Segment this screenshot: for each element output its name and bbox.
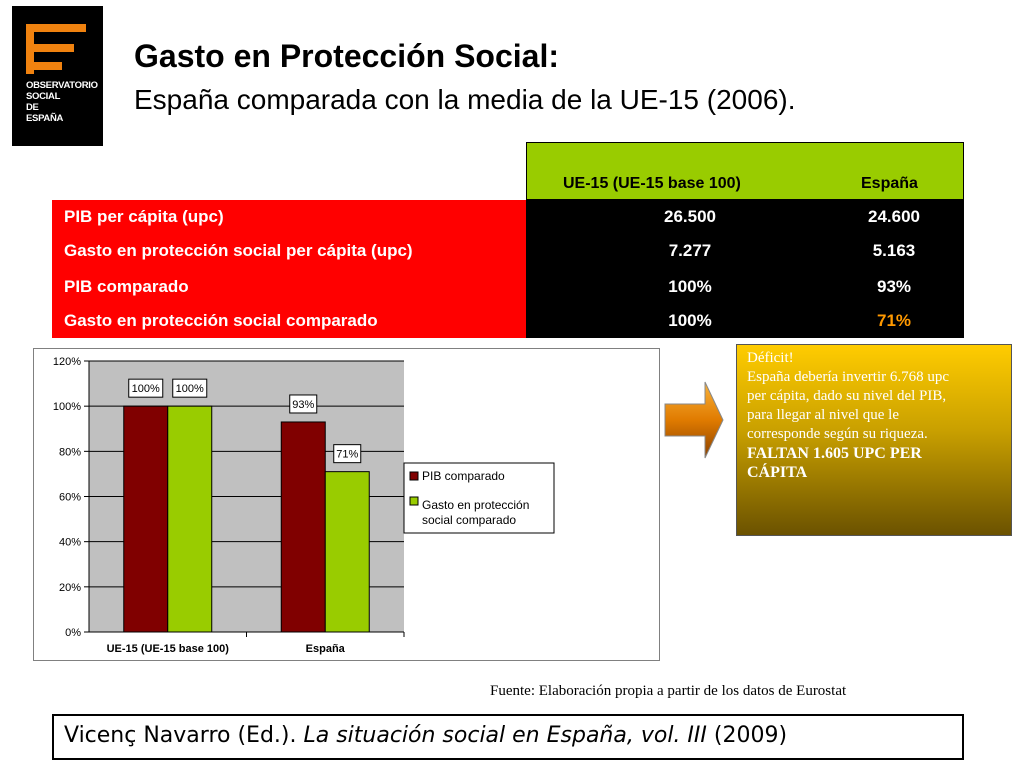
y-tick-label: 20%: [59, 582, 81, 594]
row-value-espana-highlight: 71%: [876, 311, 912, 330]
row-value-ue15: 7.277: [668, 241, 712, 260]
legend-label: social comparado: [422, 513, 516, 527]
header-ue15: UE-15 (UE-15 base 100): [563, 175, 741, 192]
data-label-box: [128, 378, 164, 398]
row-value-ue15: 100%: [668, 311, 712, 330]
citation-year: (2009): [706, 723, 788, 748]
citation-author: Vicenç Navarro (Ed.).: [64, 723, 304, 748]
x-tick-label: UE-15 (UE-15 base 100): [107, 643, 230, 655]
chart-svg: 0% 20% 40% 60% 80% 100% 120% 100% 100% UE-15 (UE-…: [53, 356, 555, 655]
citation-book: La situación social en España, vol. III: [303, 723, 707, 748]
legend-box: [403, 462, 555, 534]
data-label-box: [172, 378, 208, 398]
logo-bar-top: [26, 24, 86, 32]
right-arrow-icon: [664, 381, 724, 459]
citation: Vicenç Navarro (Ed.). La situación socia…: [52, 714, 964, 760]
table-header: UE-15 (UE-15 base 100) España: [526, 142, 964, 200]
bar: [167, 405, 213, 633]
row-label: Gasto en protección social per cápita (u…: [64, 241, 413, 260]
y-tick-label: 60%: [59, 492, 81, 504]
logo-bar-middle: [26, 44, 74, 52]
note-line: España debería invertir 6.768 upc: [747, 369, 950, 385]
row-label: PIB comparado: [64, 277, 189, 296]
data-label: 93%: [292, 399, 314, 411]
table-value-column: [526, 200, 964, 338]
legend-label: PIB comparado: [422, 469, 505, 483]
table-row: Gasto en protección social comparado 100…: [52, 304, 964, 338]
deficit-note: Déficit! España debería invertir 6.768 u…: [736, 344, 1012, 536]
bar: [280, 421, 326, 633]
bar: [324, 471, 370, 633]
row-label: Gasto en protección social comparado: [64, 311, 378, 330]
table-label-column: [52, 200, 526, 338]
page-subtitle: España comparada con la media de la UE-1…: [134, 84, 796, 115]
y-tick-label: 120%: [53, 356, 81, 368]
note-line: per cápita, dado su nivel del PIB,: [747, 388, 947, 404]
note-line: para llegar al nivel que le: [747, 407, 900, 423]
legend-label: Gasto en protección: [422, 498, 529, 512]
source-note: Fuente: Elaboración propia a partir de l…: [490, 683, 847, 699]
data-table: UE-15 (UE-15 base 100) España PIB per cá…: [52, 142, 964, 338]
note-bold-line: CÁPITA: [747, 464, 808, 481]
data-label-box: [289, 394, 318, 414]
data-label: 100%: [176, 383, 204, 395]
x-tick-label: España: [306, 643, 346, 655]
legend-swatch: [409, 471, 419, 481]
bar: [123, 405, 169, 633]
observatorio-logo: OBSERVATORIO SOCIAL DE ESPAÑA: [12, 6, 103, 146]
logo-bar-bottom: [26, 62, 62, 70]
data-label-box: [333, 444, 362, 464]
logo-text: OBSERVATORIO SOCIAL DE ESPAÑA: [26, 80, 98, 124]
y-tick-label: 40%: [59, 537, 81, 549]
row-value-ue15: 100%: [668, 277, 712, 296]
data-label: 100%: [132, 383, 160, 395]
bar-chart: 0% 20% 40% 60% 80% 100% 120% 100% 100% UE-15 (UE-…: [33, 348, 660, 661]
data-label: 71%: [336, 449, 358, 461]
y-tick-label: 100%: [53, 401, 81, 413]
note-line: Déficit!: [747, 350, 794, 366]
page-title: Gasto en Protección Social:: [134, 38, 559, 74]
y-tick-label: 0%: [65, 627, 81, 639]
y-tick-label: 80%: [59, 446, 81, 458]
legend-swatch: [409, 496, 419, 506]
row-value-ue15: 26.500: [664, 207, 716, 226]
table-row: PIB comparado 100% 93%: [52, 270, 964, 304]
table-row: PIB per cápita (upc) 26.500 24.600: [52, 200, 964, 234]
table-row: Gasto en protección social per cápita (u…: [52, 234, 964, 268]
row-value-espana: 93%: [876, 277, 912, 296]
header-espana: España: [861, 175, 918, 192]
row-value-espana: 24.600: [868, 207, 920, 226]
note-bold-line: FALTAN 1.605 UPC PER: [747, 445, 922, 462]
note-line: corresponde según su riqueza.: [747, 426, 928, 442]
row-label: PIB per cápita (upc): [64, 207, 224, 226]
row-value-espana: 5.163: [872, 241, 916, 260]
